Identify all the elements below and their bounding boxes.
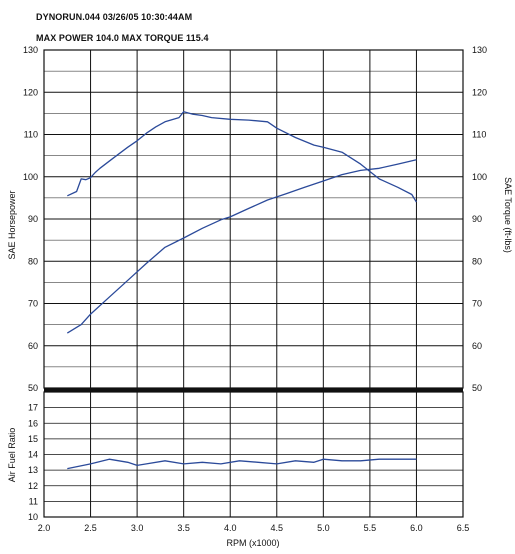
upper-grid: [43, 49, 464, 392]
x-tick-label: 2.0: [38, 523, 51, 533]
y-tick-label-right: 120: [472, 87, 487, 97]
y-tick-label-left: 60: [28, 341, 38, 351]
tick-labels: 50 60 70 80 90 100 110 120 130 50 60 70 80 90 100 110 12…: [23, 45, 487, 533]
y-tick-label-right: 50: [472, 383, 482, 393]
afr-tick-label: 16: [28, 418, 38, 428]
x-tick-label: 6.0: [410, 523, 423, 533]
afr-tick-label: 14: [28, 450, 38, 460]
x-tick-label: 4.0: [224, 523, 237, 533]
max-values-line: MAX POWER 104.0 MAX TORQUE 115.4: [36, 33, 209, 43]
y-tick-label-left: 100: [23, 172, 38, 182]
y-tick-label-left: 80: [28, 256, 38, 266]
y-tick-label-left: 130: [23, 45, 38, 55]
x-tick-label: 3.0: [131, 523, 144, 533]
afr-tick-label: 10: [28, 512, 38, 522]
y-tick-label-right: 80: [472, 256, 482, 266]
x-tick-label: 6.5: [457, 523, 470, 533]
afr-tick-label: 13: [28, 465, 38, 475]
x-tick-label: 5.0: [317, 523, 330, 533]
y-tick-label-left: 50: [28, 383, 38, 393]
x-tick-label: 5.5: [364, 523, 377, 533]
y-axis-title-left: SAE Horsepower: [7, 190, 17, 259]
afr-curve: [67, 458, 417, 470]
y-tick-label-right: 130: [472, 45, 487, 55]
y-tick-label-right: 90: [472, 214, 482, 224]
x-tick-label: 4.5: [271, 523, 284, 533]
y-tick-label-right: 110: [472, 130, 486, 140]
afr-tick-label: 11: [29, 496, 38, 506]
afr-tick-label: 15: [28, 434, 38, 444]
run-info-line: DYNORUN.044 03/26/05 10:30:44AM: [36, 12, 193, 22]
afr-tick-label: 17: [28, 403, 38, 413]
y-tick-label-left: 90: [28, 214, 38, 224]
y-axis-title-right: SAE Torque (ft-lbs): [503, 177, 513, 253]
x-tick-label: 3.5: [177, 523, 190, 533]
y-tick-label-left: 120: [23, 87, 38, 97]
y-tick-label-right: 70: [472, 299, 482, 309]
afr-axis-title: Air Fuel Ratio: [7, 428, 17, 483]
x-axis-title: RPM (x1000): [226, 538, 279, 548]
x-tick-label: 2.5: [84, 523, 97, 533]
torque-curve: [67, 111, 417, 203]
afr-tick-label: 12: [28, 481, 38, 491]
y-tick-label-right: 60: [472, 341, 482, 351]
y-tick-label-right: 100: [472, 172, 487, 182]
y-tick-label-left: 70: [28, 299, 38, 309]
curves: [66, 111, 417, 470]
y-tick-label-left: 110: [24, 130, 38, 140]
lower-grid: [43, 391, 464, 518]
power-curve: [66, 159, 417, 334]
